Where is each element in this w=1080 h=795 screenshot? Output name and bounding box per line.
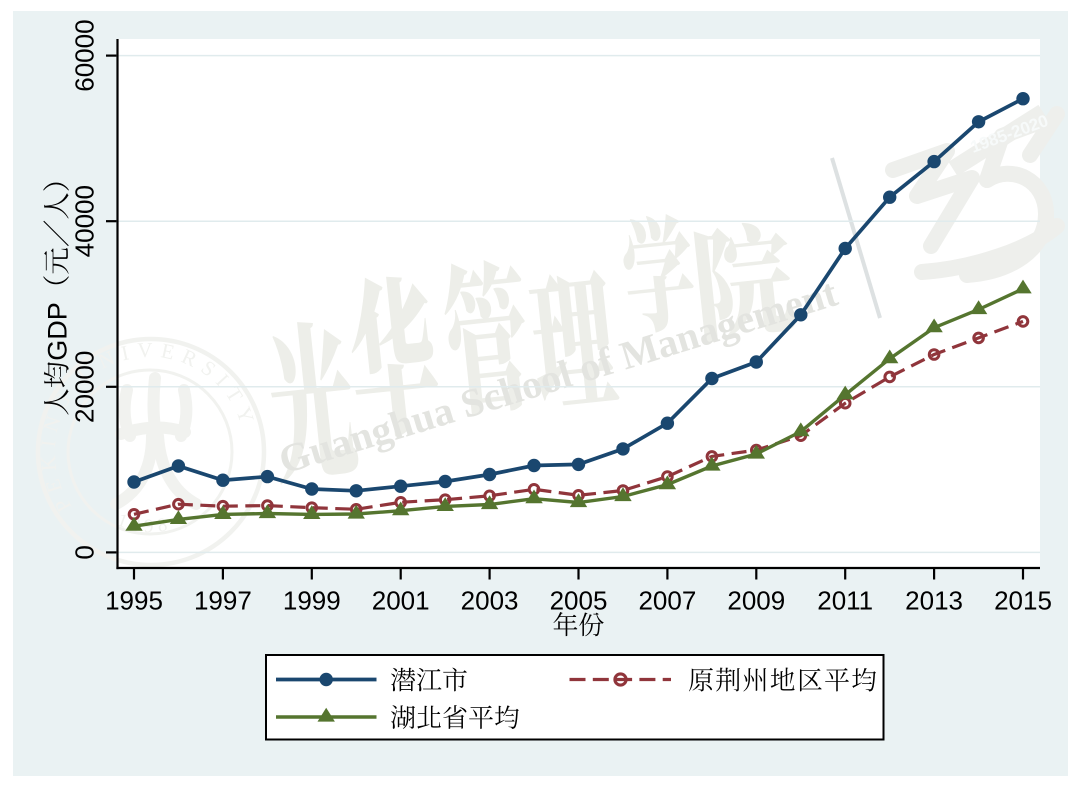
svg-text:1995: 1995 [105, 586, 163, 616]
svg-text:2005: 2005 [550, 586, 608, 616]
svg-text:2011: 2011 [817, 586, 873, 616]
svg-text:1997: 1997 [194, 586, 252, 616]
svg-text:0: 0 [70, 545, 100, 559]
svg-text:40000: 40000 [70, 185, 100, 257]
svg-text:2001: 2001 [372, 586, 430, 616]
svg-text:2007: 2007 [638, 586, 696, 616]
svg-text:2015: 2015 [994, 586, 1052, 616]
svg-text:2009: 2009 [727, 586, 785, 616]
svg-text:GDP: GDP [43, 302, 73, 361]
svg-text:20000: 20000 [70, 351, 100, 423]
svg-text:60000: 60000 [70, 19, 100, 91]
svg-text:1999: 1999 [283, 586, 341, 616]
svg-text:2003: 2003 [461, 586, 519, 616]
svg-text:2013: 2013 [905, 586, 963, 616]
